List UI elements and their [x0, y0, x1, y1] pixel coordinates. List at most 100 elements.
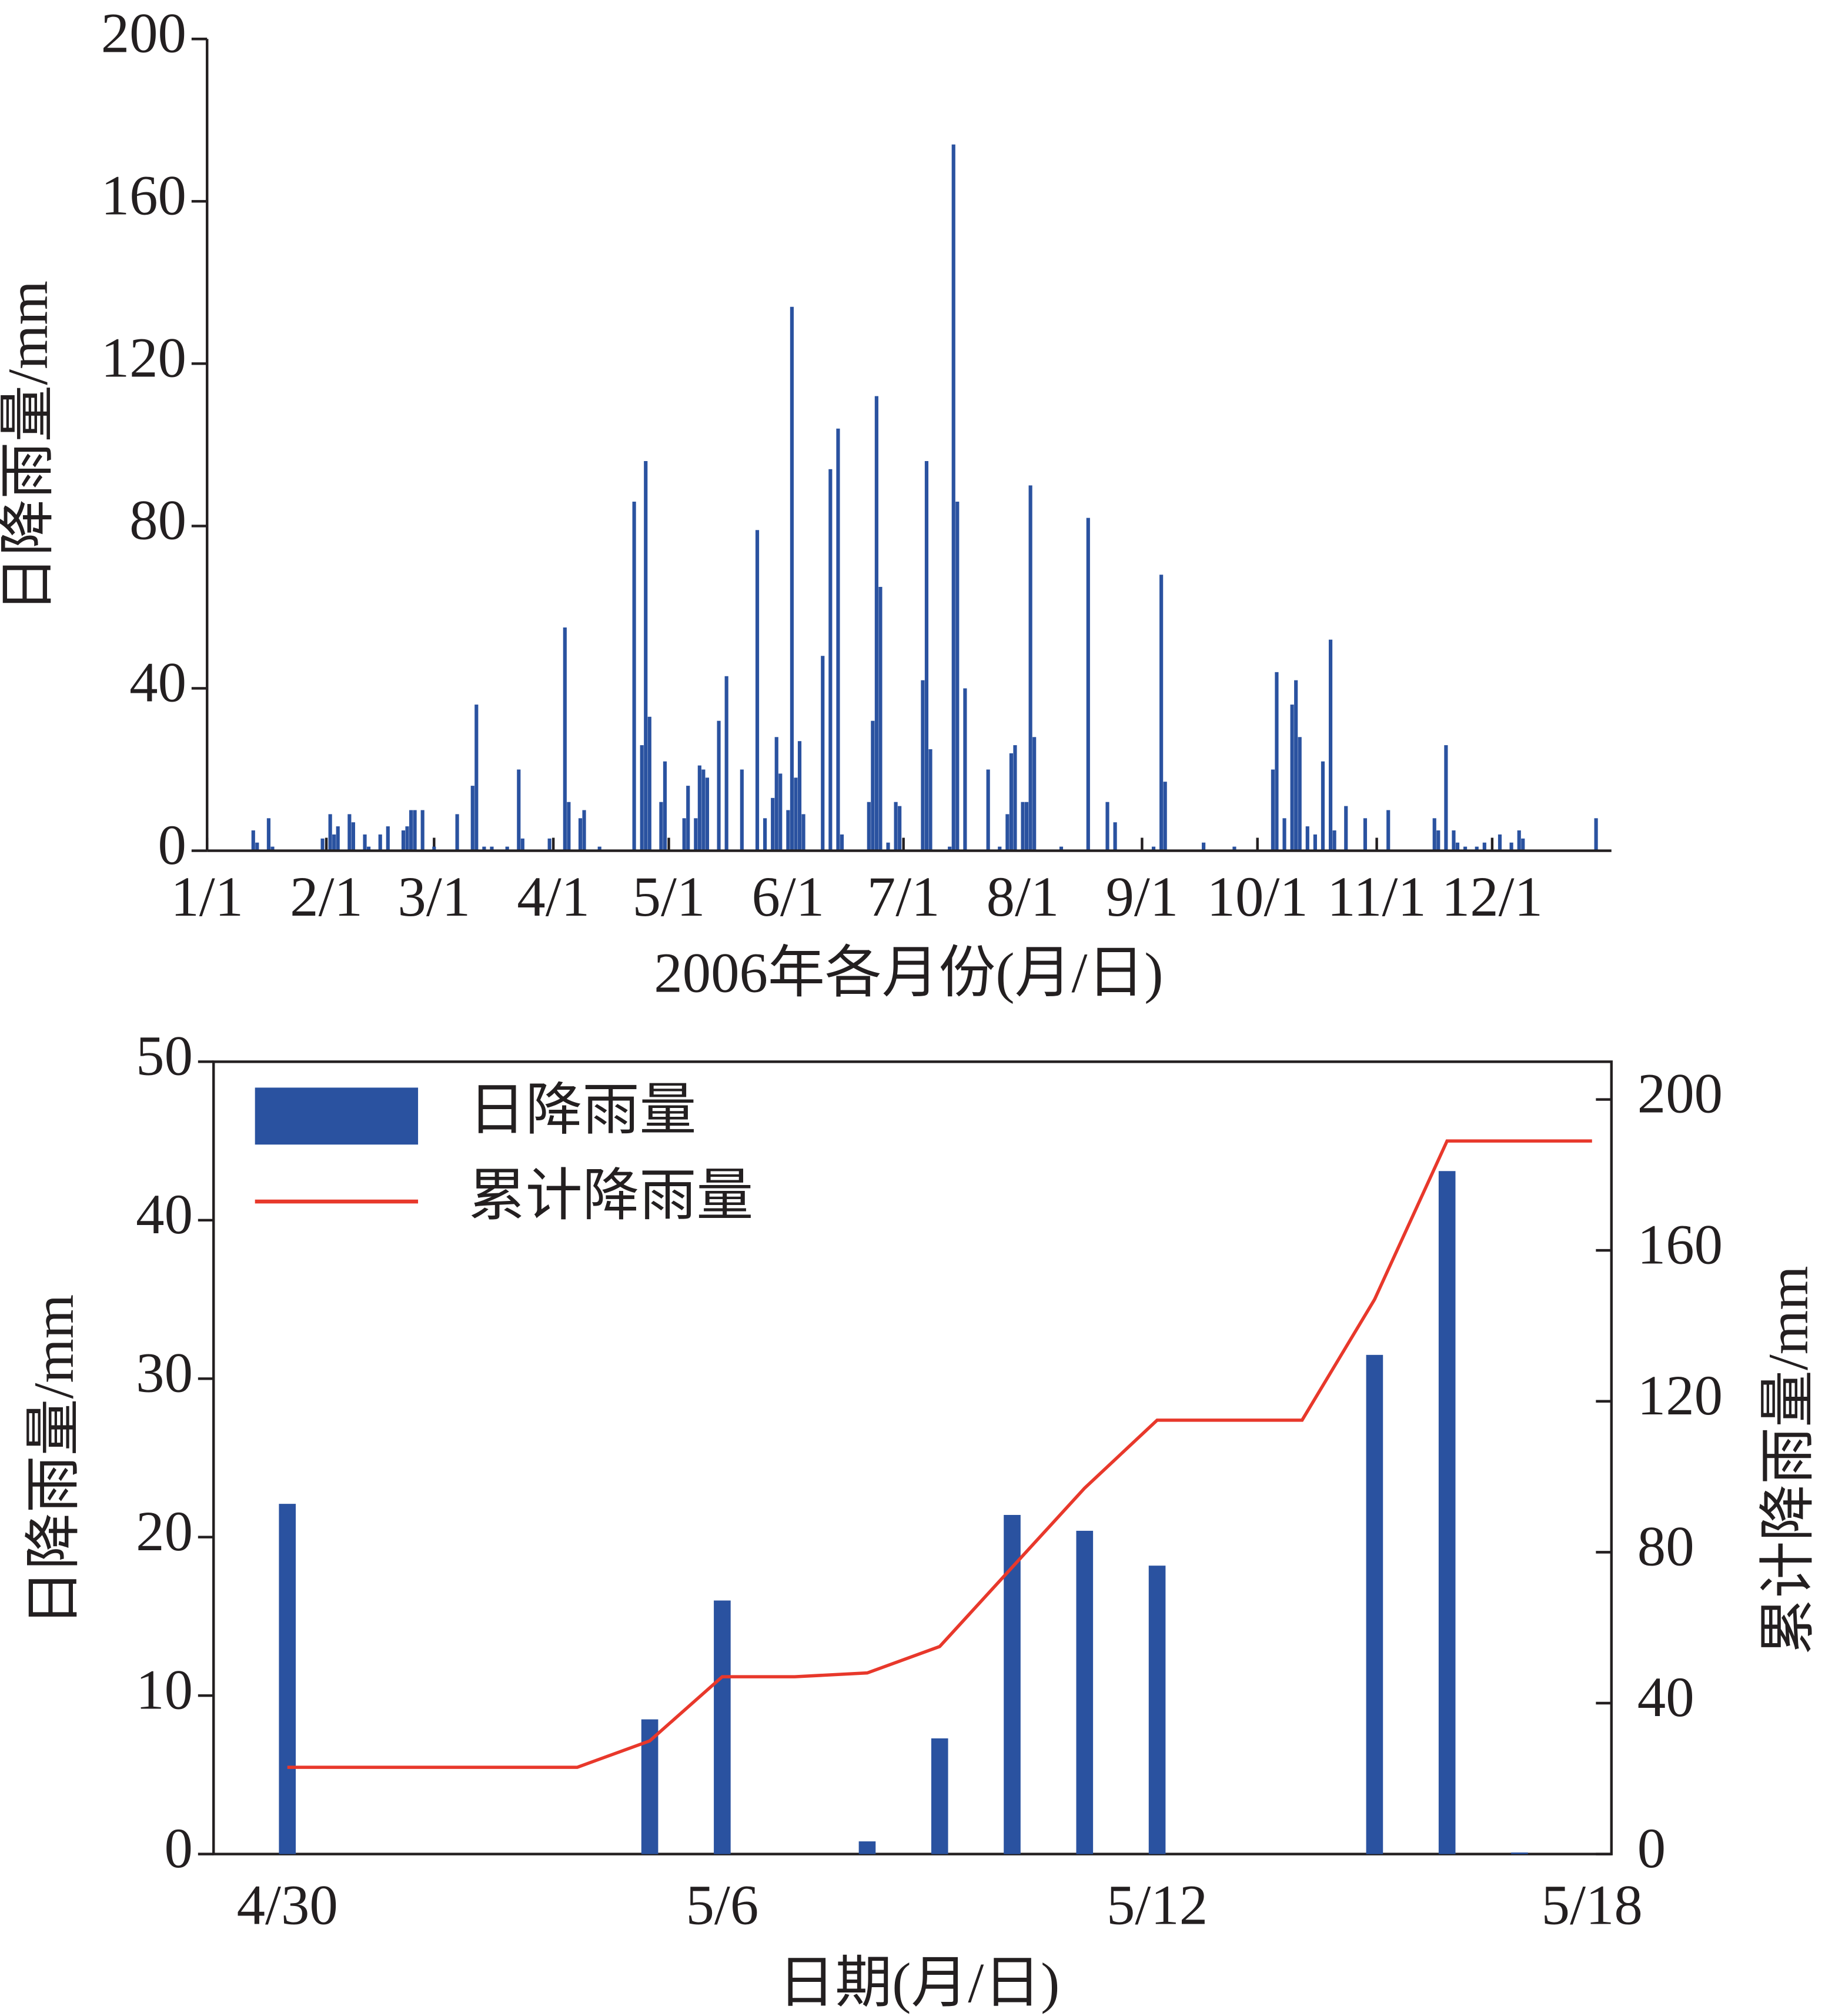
x-tick-label: 9/1	[1106, 865, 1179, 928]
bar	[578, 818, 583, 851]
y2-tick-label: 160	[1637, 1213, 1723, 1276]
bar	[1386, 810, 1391, 851]
bar	[1159, 575, 1164, 851]
bar	[951, 144, 955, 851]
bar	[470, 786, 474, 851]
bar	[482, 846, 486, 851]
bar	[1113, 822, 1117, 851]
bar	[644, 460, 648, 851]
bar	[894, 802, 898, 851]
bar	[1332, 830, 1336, 851]
y-tick-label: 0	[165, 1817, 193, 1880]
bar	[413, 810, 417, 851]
y2-tick-label: 40	[1637, 1665, 1694, 1728]
y2-tick-label: 120	[1637, 1364, 1723, 1427]
bar	[840, 834, 844, 851]
legend-label: 日降雨量	[469, 1079, 696, 1141]
bar	[701, 769, 706, 851]
x-tick-label: 4/1	[517, 865, 590, 928]
x-tick-label: 5/6	[686, 1874, 759, 1937]
bar	[1438, 1171, 1456, 1854]
bar	[931, 1738, 948, 1854]
bar	[774, 737, 778, 851]
bar	[955, 502, 960, 851]
y-tick-label: 80	[129, 489, 186, 552]
bar	[1366, 1354, 1383, 1854]
x-tick-label: 5/18	[1542, 1874, 1643, 1937]
bar	[347, 814, 352, 851]
bar	[647, 716, 651, 851]
bar	[517, 769, 521, 851]
bar	[332, 834, 336, 851]
bar	[1232, 846, 1236, 851]
y-tick-label: 50	[136, 1024, 193, 1087]
x-axis-title: 2006年各月份(月/日)	[654, 942, 1163, 1004]
bar	[474, 705, 479, 851]
bar	[455, 814, 459, 851]
bar	[386, 826, 390, 851]
bar	[520, 838, 524, 851]
bar	[998, 846, 1002, 851]
y2-tick-label: 80	[1637, 1515, 1694, 1578]
bar	[1475, 846, 1479, 851]
bar	[794, 777, 798, 851]
bar	[755, 530, 760, 851]
bar	[505, 846, 509, 851]
bar	[1294, 680, 1298, 851]
bar	[1521, 838, 1525, 851]
bar	[836, 428, 840, 851]
bar	[328, 814, 332, 851]
bar	[898, 806, 902, 851]
bar	[1321, 761, 1325, 851]
bar	[797, 741, 802, 851]
bar	[409, 810, 413, 851]
bar	[1086, 518, 1090, 851]
bar	[886, 842, 890, 851]
y-tick-label: 40	[136, 1183, 193, 1246]
bar	[1282, 818, 1286, 851]
bar	[266, 818, 271, 851]
bar	[948, 846, 952, 851]
x-tick-label: 7/1	[867, 865, 940, 928]
bar	[1363, 818, 1368, 851]
bar	[405, 826, 409, 851]
bar	[1463, 846, 1468, 851]
bar	[740, 769, 744, 851]
bar	[763, 818, 767, 851]
bar	[597, 846, 601, 851]
bar	[878, 586, 883, 851]
bar	[659, 802, 663, 851]
bar	[336, 826, 340, 851]
bar	[986, 769, 990, 851]
bar	[771, 797, 775, 851]
bar	[1432, 818, 1436, 851]
bar	[279, 1504, 296, 1854]
bar	[632, 502, 636, 851]
bar	[1517, 830, 1521, 851]
bar	[821, 656, 825, 851]
bar	[1032, 737, 1037, 851]
bar	[1021, 802, 1025, 851]
bar	[1444, 745, 1448, 851]
bar	[1005, 814, 1010, 851]
bar	[420, 810, 425, 851]
bar	[1305, 826, 1309, 851]
bar	[1452, 830, 1456, 851]
bar	[1163, 782, 1167, 851]
bar	[1313, 834, 1317, 851]
bar	[871, 720, 875, 851]
bar	[567, 802, 571, 851]
x-axis-title: 日期(月/日)	[778, 1951, 1060, 2014]
bar	[1028, 485, 1032, 851]
bar	[320, 838, 325, 851]
bar	[874, 396, 878, 851]
bar	[1076, 1530, 1094, 1854]
bar	[401, 830, 406, 851]
bar	[1202, 842, 1206, 851]
y-tick-label: 0	[158, 813, 186, 876]
bar	[1290, 705, 1294, 851]
bar	[1482, 842, 1486, 851]
bar	[1105, 802, 1109, 851]
y-axis-title: 日降雨量/mm	[0, 281, 59, 613]
